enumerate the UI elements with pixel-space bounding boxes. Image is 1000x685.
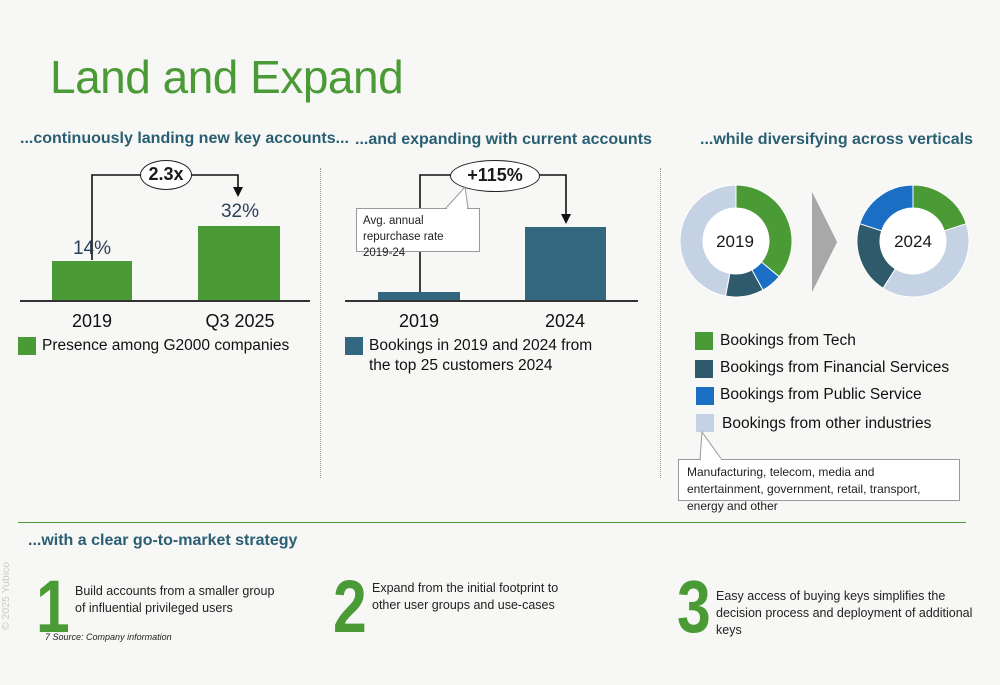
legend-tech: Bookings from Tech: [720, 332, 856, 349]
step-text-1: Build accounts from a smaller group of i…: [75, 584, 275, 615]
donut-2024: [856, 184, 970, 298]
step-number-3: 3: [677, 565, 711, 648]
multiplier-badge: 2.3x: [140, 160, 192, 190]
legend-swatch-other: [696, 414, 714, 432]
divider: [320, 168, 321, 478]
panel2-heading: ...and expanding with current accounts: [355, 131, 652, 148]
repurchase-callout: Avg. annual repurchase rate 2019-24: [356, 208, 480, 259]
page-number: 7: [45, 632, 51, 642]
step-text-2: Expand from the initial footprint to oth…: [372, 581, 559, 612]
category-label: 2024: [544, 311, 586, 331]
chevron-arrow-fill: [812, 192, 837, 292]
copyright: © 2025 Yubico: [0, 561, 13, 631]
panel2-axis: [345, 300, 638, 302]
category-label: 2019: [71, 311, 113, 331]
donut-label-2024: 2024: [894, 232, 932, 251]
legend-swatch-green: [18, 337, 36, 355]
category-label: Q3 2025: [205, 311, 275, 331]
bar-2019-bookings: [378, 292, 460, 301]
panel2-legend: Bookings in 2019 and 2024 from the top 2…: [369, 337, 593, 374]
gtm-heading: ...with a clear go-to-market strategy: [28, 532, 298, 549]
section-divider: [18, 522, 966, 523]
panel1-axis: [20, 300, 310, 302]
panel3-heading: ...while diversifying across verticals: [700, 131, 974, 148]
source-note: Source: Company information: [52, 632, 172, 642]
legend-public: Bookings from Public Service: [720, 386, 922, 403]
bar-2019-presence: [52, 261, 132, 301]
legend-financial: Bookings from Financial Services: [720, 359, 950, 376]
legend-swatch-teal: [345, 337, 363, 355]
callout-pointer-mask: [447, 207, 467, 209]
donut-hole: [880, 208, 946, 274]
category-label: 2019: [398, 311, 440, 331]
donut-hole: [703, 208, 769, 274]
panel1-heading: ...continuously landing new key accounts…: [20, 130, 349, 147]
page-title: Land and Expand: [50, 51, 404, 103]
step-text-3: Easy access of buying keys simplifies th…: [716, 589, 973, 637]
legend-swatch-public: [696, 387, 714, 405]
divider: [660, 168, 661, 478]
bar-value-label: 14%: [72, 238, 112, 259]
other-industries-callout: Manufacturing, telecom, media and entert…: [678, 459, 960, 513]
bar-value-label: 32%: [220, 201, 260, 222]
panel1-legend: Presence among G2000 companies: [42, 337, 290, 354]
bar-q3-2025-presence: [198, 226, 280, 301]
step-number-1: 1: [36, 565, 70, 648]
donut-label-2019: 2019: [716, 232, 754, 251]
growth-badge: +115%: [450, 160, 540, 192]
legend-other: Bookings from other industries: [722, 415, 932, 432]
callout-pointer-mask: [701, 458, 721, 461]
footnote: 7 Source: Company information: [45, 632, 172, 642]
donut-2019: [679, 184, 793, 298]
bar-2024-bookings: [525, 227, 606, 301]
vertical-donuts: [679, 184, 970, 298]
legend-swatch-financial: [695, 360, 713, 378]
step-number-2: 2: [333, 565, 367, 648]
legend-swatch-tech: [695, 332, 713, 350]
